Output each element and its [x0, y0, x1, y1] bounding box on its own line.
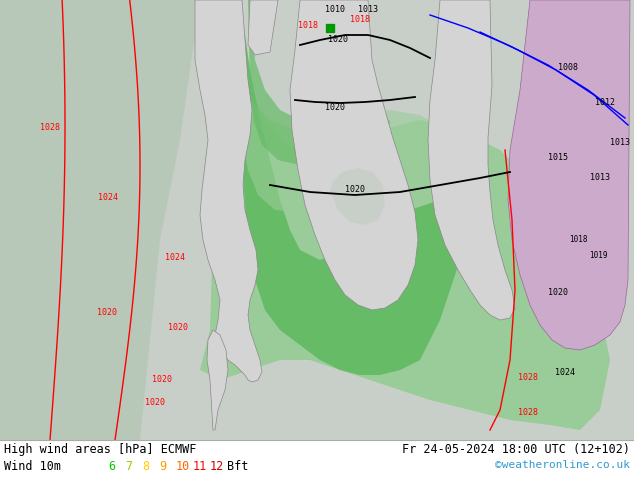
Text: 1020: 1020 — [548, 288, 568, 297]
Text: 1020: 1020 — [325, 103, 345, 112]
Polygon shape — [248, 0, 390, 165]
Text: 1020: 1020 — [168, 323, 188, 332]
Text: 1008: 1008 — [558, 63, 578, 72]
Text: 1024: 1024 — [165, 253, 185, 262]
Text: 1019: 1019 — [589, 251, 607, 260]
Text: 1012: 1012 — [595, 98, 615, 107]
Text: 1020: 1020 — [145, 398, 165, 407]
Text: 1018: 1018 — [350, 15, 370, 24]
Text: Fr 24-05-2024 18:00 UTC (12+102): Fr 24-05-2024 18:00 UTC (12+102) — [402, 443, 630, 456]
Polygon shape — [248, 0, 278, 55]
Polygon shape — [195, 0, 262, 382]
Text: 1013: 1013 — [610, 138, 630, 147]
Text: 1028: 1028 — [40, 123, 60, 132]
Text: 1018: 1018 — [569, 235, 587, 244]
Text: Wind 10m: Wind 10m — [4, 460, 61, 473]
Text: 11: 11 — [193, 460, 207, 473]
Text: 12: 12 — [210, 460, 224, 473]
Text: Bft: Bft — [227, 460, 249, 473]
Text: 1024: 1024 — [98, 193, 118, 202]
Text: 1020: 1020 — [97, 308, 117, 317]
Text: 1020: 1020 — [328, 35, 348, 44]
Polygon shape — [207, 330, 228, 430]
Text: 1010: 1010 — [325, 5, 345, 14]
Text: 1028: 1028 — [518, 408, 538, 417]
Polygon shape — [238, 0, 470, 375]
Text: 1015: 1015 — [548, 153, 568, 162]
Polygon shape — [428, 0, 515, 320]
Text: ©weatheronline.co.uk: ©weatheronline.co.uk — [495, 460, 630, 470]
Text: 1013: 1013 — [358, 5, 378, 14]
Text: 6: 6 — [108, 460, 115, 473]
Text: 10: 10 — [176, 460, 190, 473]
Polygon shape — [508, 0, 630, 350]
Text: 1028: 1028 — [518, 373, 538, 382]
Polygon shape — [330, 168, 385, 225]
FancyBboxPatch shape — [0, 0, 634, 440]
Polygon shape — [0, 0, 200, 440]
Text: 1020: 1020 — [345, 185, 365, 194]
Text: 1013: 1013 — [590, 173, 610, 182]
Polygon shape — [200, 0, 610, 430]
Text: 7: 7 — [125, 460, 132, 473]
Text: 1020: 1020 — [152, 375, 172, 384]
Polygon shape — [290, 0, 418, 310]
Text: 1018: 1018 — [298, 21, 318, 30]
Text: 9: 9 — [159, 460, 166, 473]
Text: High wind areas [hPa] ECMWF: High wind areas [hPa] ECMWF — [4, 443, 197, 456]
Text: 8: 8 — [142, 460, 149, 473]
FancyBboxPatch shape — [0, 440, 634, 490]
Text: 1024: 1024 — [555, 368, 575, 377]
Polygon shape — [220, 0, 455, 212]
